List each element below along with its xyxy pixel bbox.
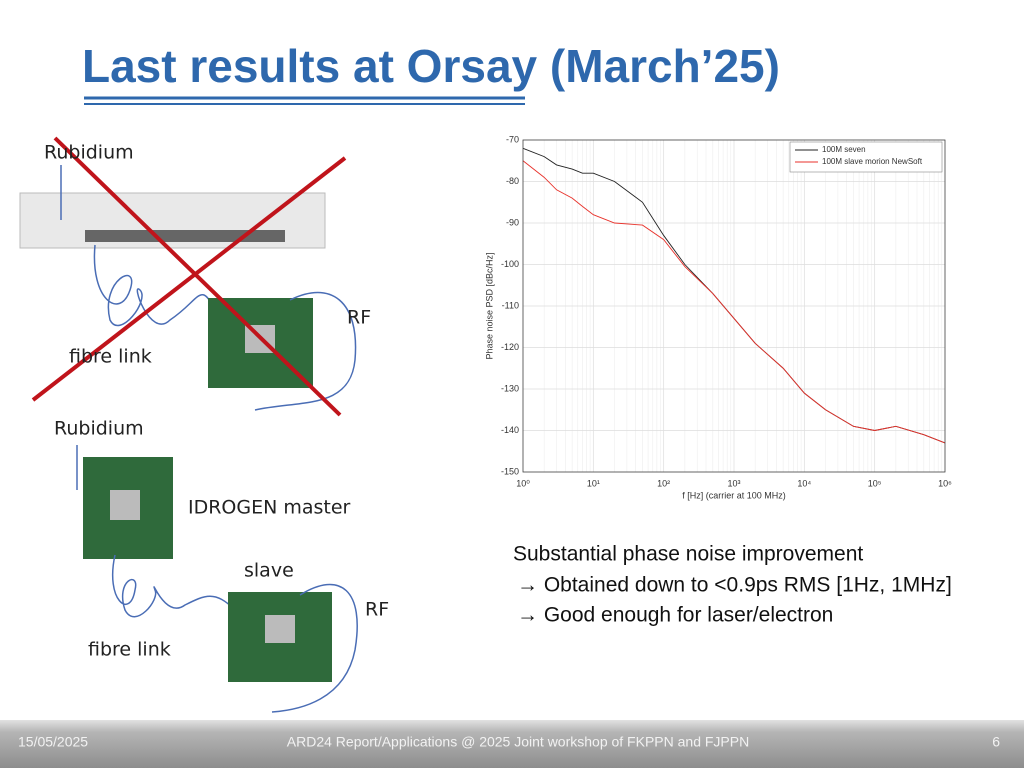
x-tick-label: 10⁶ bbox=[938, 478, 952, 488]
slide-title: Last results at Orsay (March’25) bbox=[82, 40, 780, 92]
bullet: → Good enough for laser/electron bbox=[517, 604, 833, 627]
footer-bar bbox=[0, 720, 1024, 768]
label: slave bbox=[244, 560, 294, 582]
y-tick-label: -120 bbox=[501, 342, 519, 352]
series-line bbox=[522, 160, 946, 444]
label: RF bbox=[365, 599, 389, 621]
x-tick-label: 10¹ bbox=[587, 478, 600, 488]
x-tick-label: 10² bbox=[657, 478, 670, 488]
page-number: 6 bbox=[992, 734, 1000, 750]
footer-text: ARD24 Report/Applications @ 2025 Joint w… bbox=[287, 734, 749, 750]
label: fibre link bbox=[69, 346, 152, 368]
x-tick-label: 10⁰ bbox=[516, 478, 530, 488]
y-tick-label: -140 bbox=[501, 425, 519, 435]
y-tick-label: -100 bbox=[501, 259, 519, 269]
label: Rubidium bbox=[54, 418, 144, 440]
label: IDROGEN master bbox=[188, 497, 351, 519]
bullet: → Obtained down to <0.9ps RMS [1Hz, 1MHz… bbox=[517, 574, 952, 597]
legend-label: 100M seven bbox=[822, 145, 866, 154]
y-tick-label: -90 bbox=[506, 217, 519, 227]
label: RF bbox=[347, 307, 371, 329]
legend-label: 100M slave morion NewSoft bbox=[822, 157, 923, 166]
x-tick-label: 10⁵ bbox=[868, 478, 882, 488]
label: fibre link bbox=[88, 639, 171, 661]
label: Rubidium bbox=[44, 142, 134, 164]
y-tick-label: -130 bbox=[501, 383, 519, 393]
x-tick-label: 10³ bbox=[727, 478, 740, 488]
legend-box bbox=[789, 141, 943, 173]
y-tick-label: -70 bbox=[506, 134, 519, 144]
x-tick-label: 10⁴ bbox=[797, 478, 811, 488]
y-tick-label: -80 bbox=[506, 176, 519, 186]
footer-date: 15/05/2025 bbox=[18, 734, 88, 750]
illustration bbox=[19, 136, 358, 713]
y-axis-label: Phase noise PSD [dBc/Hz] bbox=[484, 252, 494, 359]
y-tick-label: -150 bbox=[501, 466, 519, 476]
bullet: Substantial phase noise improvement bbox=[513, 543, 863, 566]
chart: Phase noise PSD [dBc/Hz] f [Hz] (carrier… bbox=[484, 134, 952, 500]
y-tick-label: -110 bbox=[502, 300, 519, 310]
x-axis-label: f [Hz] (carrier at 100 MHz) bbox=[682, 490, 786, 500]
plot-frame bbox=[522, 139, 946, 473]
